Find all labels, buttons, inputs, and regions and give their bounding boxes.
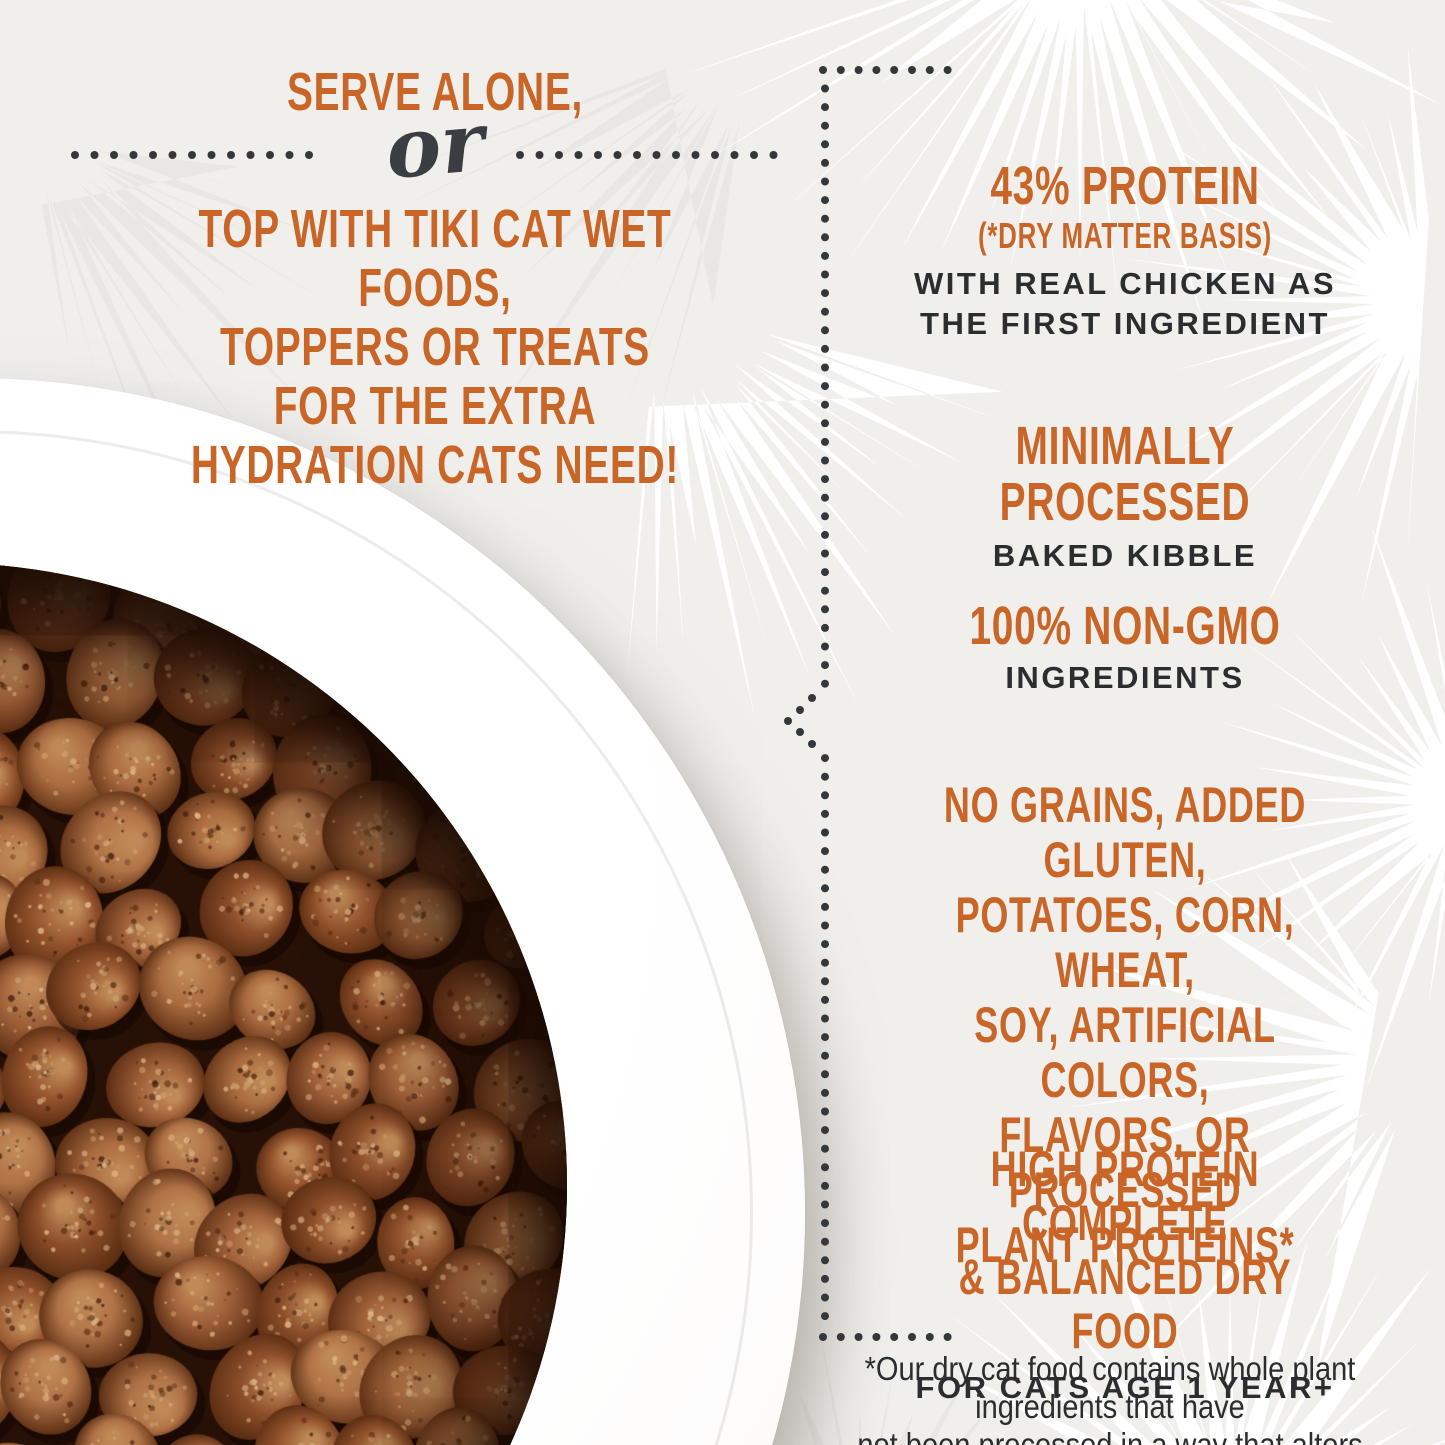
feature-non-gmo: 100% NON-GMO INGREDIENTS	[828, 598, 1422, 698]
footnote-disclaimer: *Our dry cat food contains whole plant i…	[857, 1350, 1363, 1445]
feature-minimally-processed: MINIMALLY PROCESSED BAKED KIBBLE	[828, 418, 1422, 576]
minimally-processed-headline: MINIMALLY PROCESSED	[999, 416, 1251, 532]
protein-headline: 43% PROTEIN	[990, 156, 1260, 216]
feature-protein: 43% PROTEIN (*DRY MATTER BASIS) WITH REA…	[828, 158, 1422, 344]
non-gmo-headline: 100% NON-GMO	[969, 596, 1281, 656]
baked-kibble-subtext: BAKED KIBBLE	[992, 538, 1258, 573]
serve-alone-title: SERVE ALONE,	[287, 62, 583, 122]
complete-balanced-headline: HIGH PROTEIN COMPLETE & BALANCED DRY FOO…	[958, 1141, 1292, 1359]
serve-alone-section: SERVE ALONE, or TOP WITH TIKI CAT WET FO…	[70, 0, 800, 495]
protein-subtext: WITH REAL CHICKEN AS THE FIRST INGREDIEN…	[914, 266, 1336, 341]
kibble-area	[0, 563, 567, 1445]
ingredients-subtext: INGREDIENTS	[1005, 660, 1245, 695]
dry-matter-note: (*DRY MATTER BASIS)	[977, 215, 1273, 256]
feature-list: 43% PROTEIN (*DRY MATTER BASIS) WITH REA…	[828, 0, 1422, 1445]
kibble-texture	[0, 563, 567, 1445]
top-with-wet-foods-text: TOP WITH TIKI CAT WET FOODS, TOPPERS OR …	[190, 199, 680, 495]
